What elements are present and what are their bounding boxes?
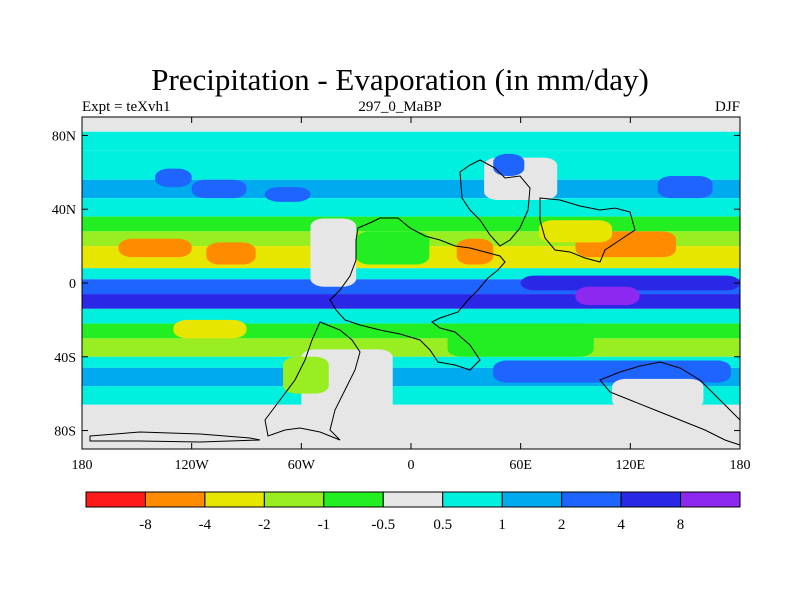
field-region [612, 378, 704, 409]
colorbar-label: 4 [617, 517, 625, 533]
map-field [82, 117, 740, 449]
x-tick-label: 180 [72, 458, 93, 473]
field-region [520, 275, 740, 291]
field-region [356, 231, 430, 265]
zonal-band [82, 356, 740, 368]
y-tick-label: 80S [54, 425, 76, 440]
colorbar-label: 0.5 [433, 517, 452, 533]
colorbar-label: -1 [318, 517, 331, 533]
zonal-band [82, 308, 740, 324]
field-region [264, 187, 311, 202]
y-tick-label: 40N [52, 203, 76, 218]
field-region [657, 176, 713, 199]
zonal-band [82, 386, 740, 405]
coastline [459, 159, 531, 247]
coastline [539, 197, 636, 263]
field-region [447, 323, 594, 357]
period-label: 297_0_MaBP [358, 99, 442, 115]
coastline [264, 321, 361, 441]
zonal-band [82, 131, 740, 151]
field-region [310, 218, 357, 287]
experiment-label: Expt = teXvh1 [82, 99, 171, 115]
x-tick-label: 0 [408, 458, 415, 473]
zonal-band [82, 294, 740, 309]
zonal-band [82, 268, 740, 280]
coastline [329, 217, 506, 371]
colorbar-bin [620, 491, 682, 508]
coastline [89, 431, 261, 443]
colorbar-bin [382, 491, 444, 508]
colorbar-bin [442, 491, 503, 508]
season-label: DJF [714, 99, 740, 115]
colorbar-bin [85, 491, 146, 508]
colorbar-bin [501, 491, 563, 508]
field-region [118, 238, 192, 258]
zonal-band [82, 216, 740, 232]
x-tick-label: 60E [509, 458, 532, 473]
field-region [283, 356, 329, 394]
y-tick-label: 80N [52, 129, 76, 144]
colorbar-label: 1 [498, 517, 506, 533]
y-tick-label: 0 [69, 277, 76, 292]
zonal-band [82, 198, 740, 217]
zonal-band [82, 338, 740, 357]
colorbar-bin [263, 491, 325, 508]
colorbar: -8 -4 -2 -1 -0.5 0.5 1 2 4 8 [85, 491, 741, 533]
field-region [173, 319, 247, 339]
field-region [155, 168, 192, 188]
colorbar-label: -4 [199, 517, 212, 533]
field-region [206, 242, 256, 265]
field-region [191, 179, 247, 199]
colorbar-bin [323, 491, 384, 508]
colorbar-bin [561, 491, 622, 508]
x-tick-label: 120E [616, 458, 646, 473]
colorbar-label: -2 [258, 517, 271, 533]
axis-ticks: 180 120W 60W 0 60E 120E 180 80N 40N 0 40S 80S [52, 117, 751, 473]
x-tick-label: 180 [730, 458, 751, 473]
colorbar-label: -8 [139, 517, 152, 533]
x-tick-label: 60W [288, 458, 316, 473]
colorbar-label: 8 [677, 517, 685, 533]
zonal-band [82, 179, 740, 199]
colorbar-bin [204, 491, 265, 508]
colorbar-bin [680, 491, 741, 508]
x-tick-label: 120W [175, 458, 210, 473]
field-region [575, 286, 640, 306]
field-region [456, 238, 494, 265]
field-region [538, 220, 613, 243]
zonal-band [82, 426, 740, 449]
colorbar-label: 2 [558, 517, 566, 533]
zonal-band [82, 150, 740, 180]
colorbar-bin [144, 491, 206, 508]
field-region [493, 153, 525, 177]
page-title: Precipitation - Evaporation (in mm/day) [151, 62, 649, 97]
colorbar-label: -0.5 [371, 517, 395, 533]
y-tick-label: 40S [54, 351, 76, 366]
zonal-band [82, 404, 740, 427]
field-region [493, 360, 731, 383]
zonal-band [82, 117, 740, 132]
